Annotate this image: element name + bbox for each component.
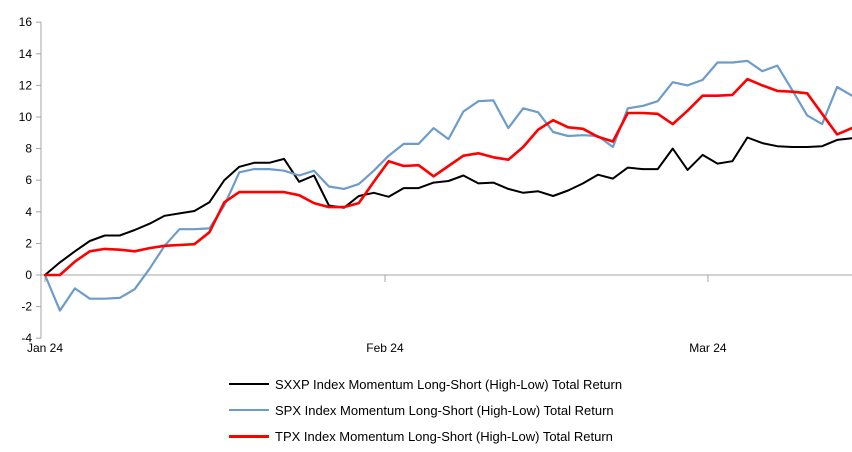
x-tick-label: Feb 24 — [366, 341, 404, 355]
y-tick-label: -4 — [21, 331, 32, 345]
y-tick-label: 10 — [19, 110, 33, 124]
y-tick-label: 6 — [25, 173, 32, 187]
legend-label-spx: SPX Index Momentum Long-Short (High-Low)… — [275, 402, 614, 418]
legend-swatch-spx — [229, 409, 269, 411]
legend-swatch-tpx — [229, 434, 269, 438]
y-tick-label: 0 — [25, 268, 32, 282]
legend-swatch-sxxp — [229, 383, 269, 385]
legend-item-sxxp: SXXP Index Momentum Long-Short (High-Low… — [229, 371, 622, 397]
series-line-tpx — [43, 77, 852, 277]
y-tick-label: 12 — [19, 78, 33, 92]
y-tick-label: -2 — [21, 300, 32, 314]
legend-item-spx: SPX Index Momentum Long-Short (High-Low)… — [229, 397, 622, 423]
y-tick-label: 8 — [25, 142, 32, 156]
x-tick-label: Jan 24 — [27, 341, 63, 355]
y-tick-label: 2 — [25, 236, 32, 250]
series-line-sxxp — [44, 136, 852, 276]
x-tick-label: Mar 24 — [689, 341, 727, 355]
y-tick-label: 4 — [25, 205, 32, 219]
y-tick-label: 16 — [19, 15, 33, 29]
series-line-spx — [43, 59, 852, 312]
legend-label-sxxp: SXXP Index Momentum Long-Short (High-Low… — [275, 376, 623, 392]
y-tick-label: 14 — [19, 47, 33, 61]
legend-label-tpx: TPX Index Momentum Long-Short (High-Low)… — [275, 428, 613, 444]
legend-item-tpx: TPX Index Momentum Long-Short (High-Low)… — [229, 423, 622, 449]
chart-legend: SXXP Index Momentum Long-Short (High-Low… — [229, 371, 622, 449]
